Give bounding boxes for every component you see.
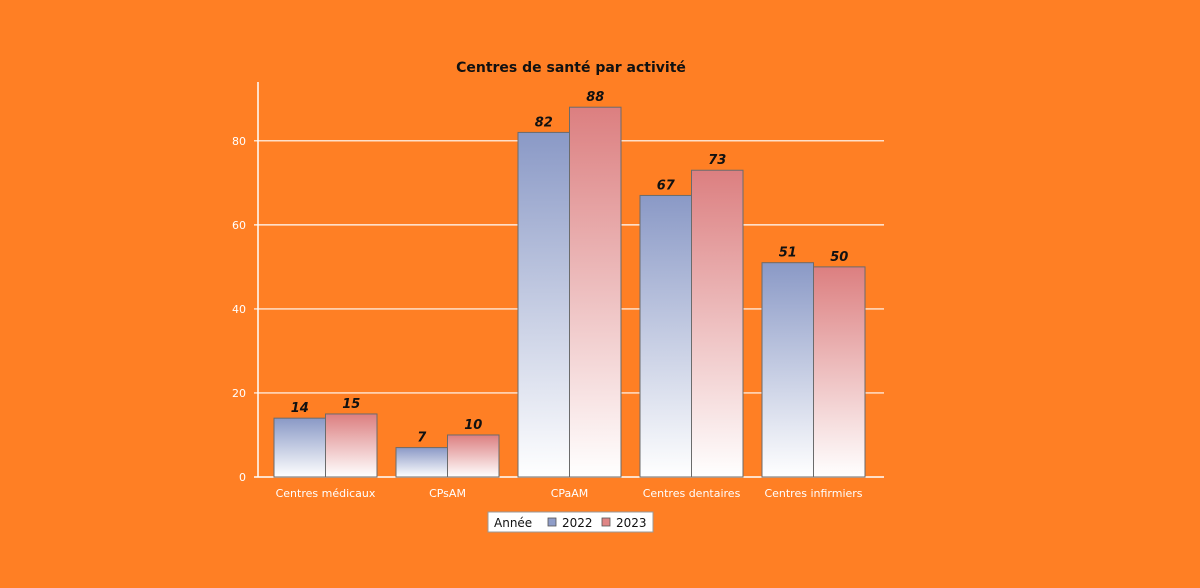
bar <box>447 434 500 478</box>
data-label: 82 <box>535 115 553 130</box>
x-tick-label: Centres infirmiers <box>764 487 862 500</box>
data-label: 7 <box>417 431 427 446</box>
data-label: 88 <box>586 90 604 105</box>
data-label: 50 <box>830 250 848 265</box>
data-label: 10 <box>464 418 482 433</box>
data-label: 14 <box>291 401 309 416</box>
y-tick-label: 20 <box>232 387 246 400</box>
y-tick-label: 80 <box>232 135 246 148</box>
y-tick-label: 40 <box>232 303 246 316</box>
data-label: 67 <box>657 178 676 193</box>
y-tick-label: 60 <box>232 219 246 232</box>
x-tick-label: Centres médicaux <box>276 487 376 500</box>
legend-swatch <box>601 517 611 527</box>
x-tick-label: Centres dentaires <box>643 487 741 500</box>
x-tick-label: CPsAM <box>429 487 466 500</box>
legend-item-label: 2022 <box>562 516 593 530</box>
bar <box>691 169 744 478</box>
x-tick-label: CPaAM <box>551 487 589 500</box>
legend-swatch <box>547 517 557 527</box>
bar <box>273 417 326 478</box>
data-label: 51 <box>779 246 797 261</box>
legend-item-label: 2023 <box>616 516 647 530</box>
data-label: 15 <box>342 397 360 412</box>
bar <box>813 266 866 478</box>
legend-title: Année <box>494 516 532 530</box>
chart-title: Centres de santé par activité <box>456 60 686 76</box>
y-tick-label: 0 <box>239 471 246 484</box>
bar <box>569 106 622 478</box>
bar <box>639 194 692 478</box>
data-label: 73 <box>708 153 726 168</box>
bar <box>395 447 448 478</box>
bar <box>517 131 570 478</box>
bar <box>761 262 814 478</box>
bar <box>325 413 378 478</box>
legend-box <box>487 511 654 533</box>
